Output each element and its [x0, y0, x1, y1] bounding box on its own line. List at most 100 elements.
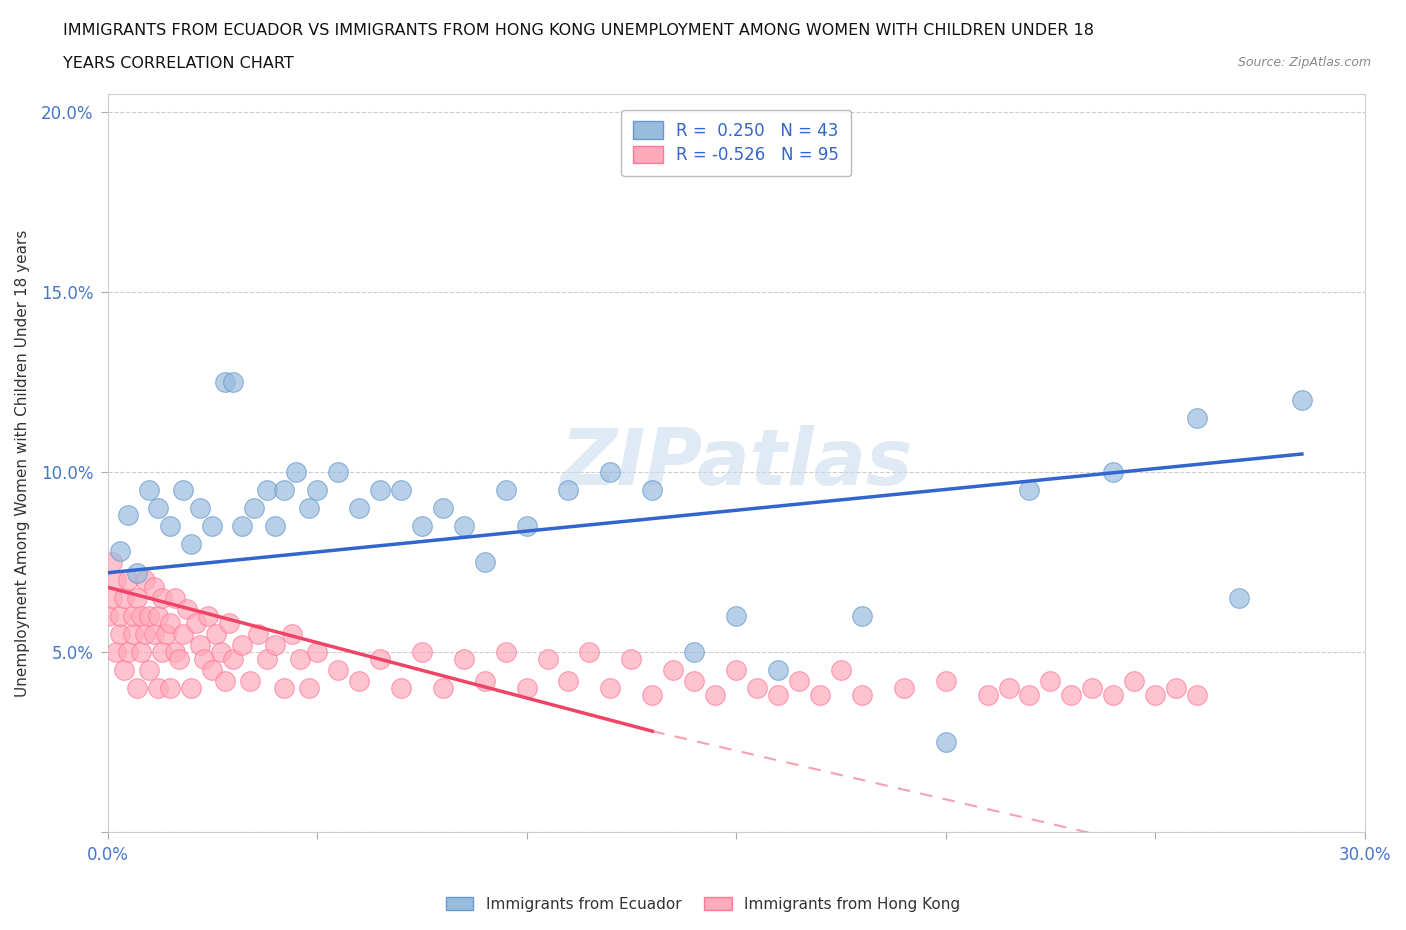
Point — [121, 608, 143, 623]
Point — [620, 652, 643, 667]
Point — [138, 608, 160, 623]
Point — [239, 673, 262, 688]
Text: Source: ZipAtlas.com: Source: ZipAtlas.com — [1237, 56, 1371, 69]
Point — [725, 608, 748, 623]
Point — [256, 652, 278, 667]
Point — [298, 681, 321, 696]
Point — [766, 688, 789, 703]
Point — [851, 688, 873, 703]
Point — [256, 483, 278, 498]
Point — [159, 519, 181, 534]
Point — [851, 608, 873, 623]
Point — [134, 573, 156, 588]
Point — [641, 483, 664, 498]
Point — [766, 662, 789, 677]
Legend: R =  0.250   N = 43, R = -0.526   N = 95: R = 0.250 N = 43, R = -0.526 N = 95 — [621, 110, 851, 176]
Point — [138, 662, 160, 677]
Point — [146, 500, 169, 515]
Point — [305, 483, 328, 498]
Point — [411, 644, 433, 659]
Point — [167, 652, 190, 667]
Point — [180, 537, 202, 551]
Point — [134, 627, 156, 642]
Point — [326, 662, 349, 677]
Point — [117, 573, 139, 588]
Point — [247, 627, 270, 642]
Point — [389, 681, 412, 696]
Point — [176, 602, 198, 617]
Point — [273, 483, 295, 498]
Point — [146, 608, 169, 623]
Point — [117, 508, 139, 523]
Point — [184, 616, 207, 631]
Point — [264, 637, 287, 652]
Point — [830, 662, 852, 677]
Point — [1081, 681, 1104, 696]
Point — [172, 627, 194, 642]
Point — [557, 673, 579, 688]
Point — [108, 608, 131, 623]
Point — [557, 483, 579, 498]
Point — [389, 483, 412, 498]
Point — [432, 681, 454, 696]
Point — [112, 662, 135, 677]
Point — [1185, 688, 1208, 703]
Point — [453, 652, 475, 667]
Point — [305, 644, 328, 659]
Point — [197, 608, 219, 623]
Point — [264, 519, 287, 534]
Point — [104, 644, 127, 659]
Point — [1018, 688, 1040, 703]
Point — [214, 673, 236, 688]
Point — [298, 500, 321, 515]
Point — [112, 591, 135, 605]
Point — [893, 681, 915, 696]
Point — [201, 519, 224, 534]
Point — [326, 465, 349, 480]
Point — [368, 483, 391, 498]
Point — [1185, 410, 1208, 425]
Point — [1144, 688, 1167, 703]
Point — [201, 662, 224, 677]
Point — [146, 681, 169, 696]
Point — [976, 688, 998, 703]
Legend: Immigrants from Ecuador, Immigrants from Hong Kong: Immigrants from Ecuador, Immigrants from… — [440, 890, 966, 918]
Point — [516, 519, 538, 534]
Point — [108, 627, 131, 642]
Point — [142, 627, 165, 642]
Point — [222, 652, 245, 667]
Point — [108, 544, 131, 559]
Point — [1227, 591, 1250, 605]
Point — [599, 465, 621, 480]
Text: YEARS CORRELATION CHART: YEARS CORRELATION CHART — [63, 56, 294, 71]
Point — [214, 375, 236, 390]
Point — [745, 681, 768, 696]
Point — [188, 637, 211, 652]
Point — [129, 608, 152, 623]
Point — [935, 735, 957, 750]
Point — [193, 652, 215, 667]
Point — [432, 500, 454, 515]
Point — [96, 608, 118, 623]
Point — [1166, 681, 1188, 696]
Point — [205, 627, 228, 642]
Point — [347, 500, 370, 515]
Point — [704, 688, 727, 703]
Point — [808, 688, 831, 703]
Point — [281, 627, 304, 642]
Point — [453, 519, 475, 534]
Point — [125, 565, 148, 580]
Point — [641, 688, 664, 703]
Point — [125, 681, 148, 696]
Text: IMMIGRANTS FROM ECUADOR VS IMMIGRANTS FROM HONG KONG UNEMPLOYMENT AMONG WOMEN WI: IMMIGRANTS FROM ECUADOR VS IMMIGRANTS FR… — [63, 23, 1094, 38]
Point — [150, 591, 173, 605]
Point — [725, 662, 748, 677]
Point — [142, 579, 165, 594]
Point — [1291, 392, 1313, 407]
Point — [662, 662, 685, 677]
Point — [578, 644, 600, 659]
Y-axis label: Unemployment Among Women with Children Under 18 years: Unemployment Among Women with Children U… — [15, 230, 30, 697]
Point — [231, 519, 253, 534]
Point — [163, 644, 186, 659]
Point — [231, 637, 253, 652]
